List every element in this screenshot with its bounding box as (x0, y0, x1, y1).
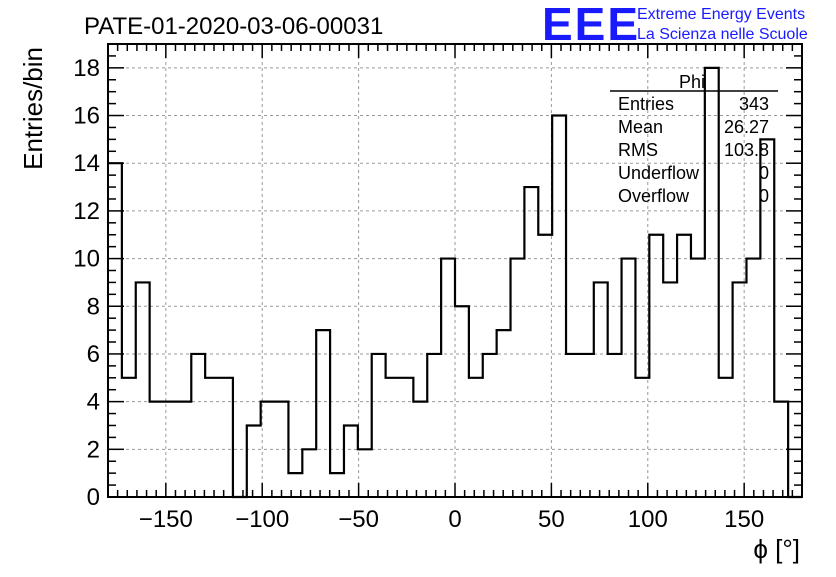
stats-box-name: Phi (679, 72, 705, 92)
histogram-bin (594, 282, 608, 497)
histogram-bin (344, 425, 358, 497)
stats-row-value: 343 (739, 94, 769, 114)
histogram-bin (691, 259, 705, 497)
histogram-bin (483, 354, 497, 497)
histogram-bin (275, 402, 289, 497)
histogram-bin (469, 378, 483, 497)
eee-logo-line1: Extreme Energy Events (637, 6, 805, 23)
eee-logo: EEE Extreme Energy Events La Scienza nel… (542, 0, 808, 50)
stats-row-label: Mean (618, 117, 663, 137)
stats-box: Phi Entries 343 Mean 26.27 RMS 103.8 Underflow… (610, 72, 778, 206)
histogram-bin (497, 330, 511, 497)
histogram-bin (580, 354, 594, 497)
y-tick-label: 16 (73, 103, 100, 130)
chart-title: PATE-01-2020-03-06-00031 (84, 13, 383, 40)
x-tick-label: −50 (338, 506, 379, 533)
x-tick-label: −150 (139, 506, 193, 533)
y-tick-label: 14 (73, 150, 100, 177)
y-tick-label: 2 (87, 436, 100, 463)
y-tick-label: 10 (73, 246, 100, 273)
y-tick-label: 4 (87, 389, 100, 416)
histogram-bin (164, 402, 178, 497)
histogram-bin (261, 402, 275, 497)
histogram-bin (219, 378, 233, 497)
histogram-bin (122, 378, 136, 497)
x-tick-label: 0 (448, 506, 461, 533)
histogram-bin (538, 235, 552, 497)
histogram-bin (719, 378, 733, 497)
histogram-bin (524, 187, 538, 497)
histogram-bin (205, 378, 219, 497)
y-tick-label: 6 (87, 341, 100, 368)
histogram-bin (330, 473, 344, 497)
y-tick-label: 12 (73, 198, 100, 225)
histogram-bin (302, 449, 316, 497)
y-axis-label: Entries/bin (18, 47, 48, 170)
stats-row-value: 26.27 (724, 117, 769, 137)
histogram-bin (441, 259, 455, 497)
stats-row-value: 103.8 (724, 140, 769, 160)
histogram-bin (150, 402, 164, 497)
histogram-bin (552, 116, 566, 497)
histogram-bin (733, 282, 747, 497)
eee-logo-mark: EEE (542, 0, 640, 50)
histogram-bin (566, 354, 580, 497)
histogram-bin (622, 259, 636, 497)
histogram-bin (427, 354, 441, 497)
histogram-bin (608, 354, 622, 497)
histogram-bin (705, 68, 719, 497)
eee-logo-line2: La Scienza nelle Scuole (637, 26, 808, 43)
tick-labels: −150 −100 −50 0 50 100 150 0 2 4 6 8 10 12 14 16 18 (73, 55, 764, 533)
stats-row-label: Underflow (618, 163, 700, 183)
stats-row-label: Overflow (618, 186, 690, 206)
histogram-bin (372, 354, 386, 497)
histogram-bin (649, 235, 663, 497)
stats-row-value: 0 (759, 186, 769, 206)
histogram-layer (108, 66, 802, 499)
stats-rows: Entries 343 Mean 26.27 RMS 103.8 Underflow 0 Ove… (618, 94, 769, 206)
x-tick-label: −100 (235, 506, 289, 533)
x-tick-label: 150 (724, 506, 764, 533)
histogram-bin (455, 306, 469, 497)
y-tick-label: 0 (87, 484, 100, 511)
histogram-bin (511, 259, 525, 497)
histogram-bin (247, 425, 261, 497)
histogram-bin (177, 402, 191, 497)
histogram-bin (191, 354, 205, 497)
stats-row-label: RMS (618, 140, 658, 160)
stats-row-label: Entries (618, 94, 674, 114)
x-axis-label: ϕ [°] (753, 534, 800, 564)
histogram-bin (677, 235, 691, 497)
histogram-bin (399, 378, 413, 497)
histogram-bin (635, 378, 649, 497)
histogram-bin (136, 282, 150, 497)
histogram-bin (746, 259, 760, 497)
axis-ticks (108, 43, 802, 498)
histogram-bin (316, 330, 330, 497)
stats-row-value: 0 (759, 163, 769, 183)
histogram-bin (386, 378, 400, 497)
histogram-bin (663, 282, 677, 497)
x-tick-label: 100 (628, 506, 668, 533)
y-tick-label: 8 (87, 293, 100, 320)
grid-lines (108, 44, 802, 497)
y-tick-label: 18 (73, 55, 100, 82)
x-tick-label: 50 (538, 506, 565, 533)
histogram-bin (413, 402, 427, 497)
histogram-bin (358, 449, 372, 497)
